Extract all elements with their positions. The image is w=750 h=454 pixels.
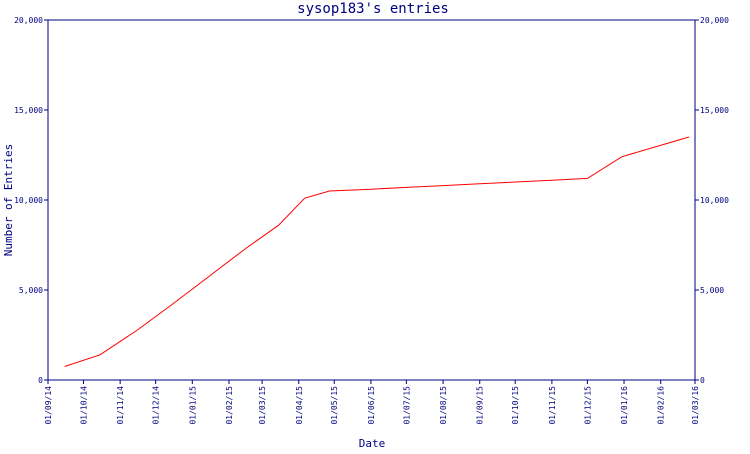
x-tick-label: 01/10/14 xyxy=(79,386,88,425)
y-axis-label: Number of Entries xyxy=(2,144,15,257)
y-tick-label-left: 20,000 xyxy=(14,16,43,25)
chart-title: sysop183's entries xyxy=(297,1,449,17)
x-tick-label: 01/12/15 xyxy=(583,386,592,425)
plot-area-frame xyxy=(48,20,695,380)
x-tick-label: 01/08/15 xyxy=(439,386,448,425)
x-axis-ticks: 01/09/14 01/10/14 01/11/14 01/12/14 01/01/15… xyxy=(44,380,700,425)
x-tick-label: 01/09/15 xyxy=(476,386,485,425)
x-tick-label: 01/11/15 xyxy=(548,386,557,425)
y-tick-label-left: 15,000 xyxy=(14,106,43,115)
x-axis-label: Date xyxy=(359,437,386,450)
y-axis-ticks: 0 0 5,000 5,000 10,000 10,000 15,000 15,000 20,0… xyxy=(14,16,729,385)
y-tick-label-right: 15,000 xyxy=(700,106,729,115)
series-layer xyxy=(65,137,690,367)
x-tick-label: 01/03/15 xyxy=(258,386,267,425)
y-tick-label-left: 0 xyxy=(38,376,43,385)
x-tick-label: 01/02/15 xyxy=(225,386,234,425)
x-tick-label: 01/01/15 xyxy=(188,386,197,425)
y-tick-label-right: 0 xyxy=(700,376,705,385)
x-tick-label: 01/02/16 xyxy=(657,386,666,425)
x-tick-label: 01/10/15 xyxy=(511,386,520,425)
x-tick-label: 01/09/14 xyxy=(44,386,53,425)
y-tick-label-right: 5,000 xyxy=(700,286,724,295)
y-tick-label-left: 5,000 xyxy=(19,286,43,295)
x-tick-label: 01/01/16 xyxy=(620,386,629,425)
y-tick-label-left: 10,000 xyxy=(14,196,43,205)
x-tick-label: 01/06/15 xyxy=(367,386,376,425)
x-tick-label: 01/04/15 xyxy=(295,386,304,425)
x-tick-label: 01/03/16 xyxy=(691,386,700,425)
x-tick-label: 01/07/15 xyxy=(402,386,411,425)
y-tick-label-right: 20,000 xyxy=(700,16,729,25)
x-tick-label: 01/05/15 xyxy=(330,386,339,425)
x-tick-label: 01/11/14 xyxy=(116,386,125,425)
x-tick-label: 01/12/14 xyxy=(152,386,161,425)
series-line xyxy=(65,137,690,367)
y-tick-label-right: 10,000 xyxy=(700,196,729,205)
